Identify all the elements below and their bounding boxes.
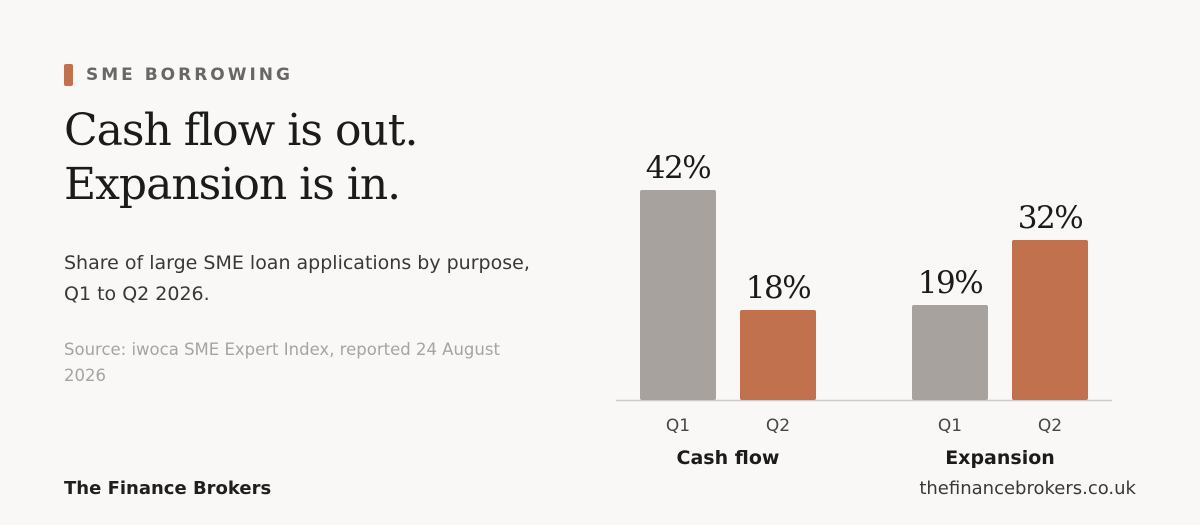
bar-chart: 42% Q1 18% Q2 Cash flow 19% Q1 32% Q2 Expansion	[616, 150, 1112, 469]
data-label: 42%	[646, 150, 710, 186]
eyebrow: SME BORROWING	[64, 64, 293, 86]
brand-name: The Finance Brokers	[64, 478, 272, 499]
group-label: Cash flow	[677, 447, 780, 469]
x-tick-label: Q1	[666, 416, 690, 436]
data-label: 19%	[918, 265, 982, 301]
source-note: Source: iwoca SME Expert Index, reported…	[64, 340, 500, 385]
eyebrow-accent-bar	[64, 64, 73, 86]
bar-cash-flow-q2	[740, 310, 816, 400]
x-tick-label: Q2	[1038, 416, 1062, 436]
data-label: 18%	[746, 270, 810, 306]
data-label: 32%	[1018, 200, 1082, 236]
headline-line-1: Cash flow is out.	[64, 105, 418, 156]
eyebrow-label: SME BORROWING	[86, 65, 293, 85]
chart-subtitle: Share of large SME loan applications by …	[64, 252, 530, 305]
group-label: Expansion	[945, 447, 1055, 469]
x-tick-label: Q2	[766, 416, 790, 436]
headline-line-2: Expansion is in.	[64, 159, 401, 210]
bar-expansion-q2	[1012, 240, 1088, 400]
x-tick-label: Q1	[938, 416, 962, 436]
headline: Cash flow is out. Expansion is in.	[64, 104, 418, 212]
bar-expansion-q1	[912, 305, 988, 400]
bar-cash-flow-q1	[640, 190, 716, 400]
site-url: thefinancebrokers.co.uk	[919, 478, 1136, 499]
